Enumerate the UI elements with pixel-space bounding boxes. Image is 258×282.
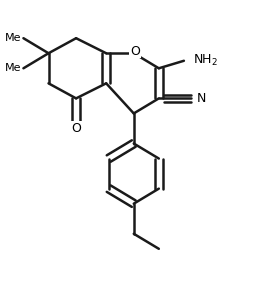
Text: O: O [130,45,140,58]
Text: O: O [71,122,81,135]
Text: NH$_2$: NH$_2$ [193,53,218,68]
Text: N: N [196,92,206,105]
Text: Me: Me [4,33,21,43]
Text: Me: Me [4,63,21,73]
